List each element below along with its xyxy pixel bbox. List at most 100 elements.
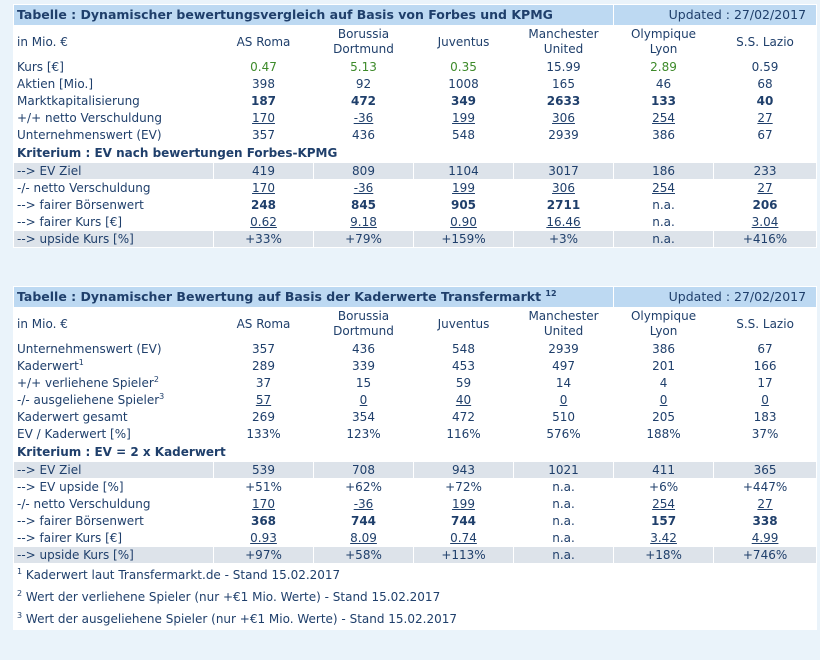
table-row: --> fairer Börsenwert 248 845 905 2711 n… — [13, 196, 818, 214]
value-cell: 2939 — [512, 126, 615, 144]
value-cell: 57 — [213, 391, 314, 409]
value-cell: -36 — [313, 495, 414, 513]
value-cell: 14 — [512, 374, 615, 392]
row-label: --> fairer Börsenwert — [13, 196, 214, 214]
value-cell: 1021 — [512, 461, 615, 479]
footnote: 1 Kaderwert laut Transfermarkt.de - Stan… — [12, 563, 818, 586]
value-cell: 165 — [512, 75, 615, 93]
table-row: Kurs [€] 0.47 5.13 0.35 15.99 2.89 0.59 — [13, 58, 818, 76]
table-row: --> fairer Kurs [€] 0.93 8.09 0.74 n.a. … — [13, 529, 818, 547]
value-cell: 1104 — [413, 162, 514, 180]
value-cell: 0.35 — [413, 58, 514, 76]
value-cell: 0.93 — [213, 529, 314, 547]
footnote-row: 1 Kaderwert laut Transfermarkt.de - Stan… — [12, 563, 818, 586]
table-row: Kaderwert1 289 339 453 497 201 166 — [13, 357, 818, 375]
value-cell: 2633 — [512, 92, 615, 110]
club-header: S.S. Lazio — [713, 25, 818, 59]
club-header: Juventus — [413, 307, 514, 341]
value-cell: n.a. — [512, 478, 615, 496]
row-label: --> upside Kurs [%] — [13, 230, 214, 248]
table-row: -/- netto Verschuldung 170 -36 199 306 2… — [13, 179, 818, 197]
value-cell: 5.13 — [313, 58, 414, 76]
value-cell: 419 — [213, 162, 314, 180]
table-forbes-kpmg: Tabelle : Dynamischer bewertungsvergleic… — [10, 4, 818, 258]
table-row: Unternehmenswert (EV) 357 436 548 2939 3… — [13, 126, 818, 144]
value-cell: 199 — [413, 179, 514, 197]
value-cell: 845 — [313, 196, 414, 214]
table-row: -/- ausgeliehene Spieler3 57 0 40 0 0 0 — [13, 391, 818, 409]
value-cell: 186 — [613, 162, 715, 180]
criterion-label: Kriterium : EV nach bewertungen Forbes-K… — [12, 143, 818, 163]
value-cell: 133% — [213, 425, 314, 443]
value-cell: 67 — [713, 126, 818, 144]
criterion-row: Kriterium : EV = 2 x Kaderwert — [12, 442, 818, 462]
value-cell: 233 — [713, 162, 818, 180]
value-cell: 0 — [713, 391, 818, 409]
value-cell: 8.09 — [313, 529, 414, 547]
value-cell: 2939 — [512, 340, 615, 358]
value-cell: 254 — [613, 495, 715, 513]
value-cell: 497 — [512, 357, 615, 375]
value-cell: +72% — [413, 478, 514, 496]
value-cell: 199 — [413, 109, 514, 127]
value-cell: +6% — [613, 478, 715, 496]
value-cell: +18% — [613, 546, 715, 564]
row-label: --> fairer Kurs [€] — [13, 213, 214, 231]
value-cell: +62% — [313, 478, 414, 496]
valuation-table-2: Tabelle : Dynamischer Bewertung auf Basi… — [12, 286, 818, 630]
value-cell: 254 — [613, 179, 715, 197]
value-cell: 349 — [413, 92, 514, 110]
value-cell: 0 — [613, 391, 715, 409]
value-cell: 386 — [613, 340, 715, 358]
table-row: +/+ netto Verschuldung 170 -36 199 306 2… — [13, 109, 818, 127]
row-label: --> EV Ziel — [13, 162, 214, 180]
value-cell: 289 — [213, 357, 314, 375]
club-header: Olympique Lyon — [613, 25, 715, 59]
table-row: Unternehmenswert (EV) 357 436 548 2939 3… — [13, 340, 818, 358]
value-cell: 354 — [313, 408, 414, 426]
value-cell: 3.42 — [613, 529, 715, 547]
value-cell: +79% — [313, 230, 414, 248]
criterion-label: Kriterium : EV = 2 x Kaderwert — [12, 442, 818, 462]
value-cell: 0.90 — [413, 213, 514, 231]
value-cell: 339 — [313, 357, 414, 375]
value-cell: +447% — [713, 478, 818, 496]
value-cell: 3017 — [512, 162, 615, 180]
value-cell: 472 — [413, 408, 514, 426]
row-label: --> EV Ziel — [13, 461, 214, 479]
value-cell: 170 — [213, 179, 314, 197]
table-row: Kaderwert gesamt 269 354 472 510 205 183 — [13, 408, 818, 426]
club-header: Manchester United — [512, 25, 615, 59]
value-cell: n.a. — [512, 512, 615, 530]
value-cell: 0 — [512, 391, 615, 409]
value-cell: 157 — [613, 512, 715, 530]
value-cell: +58% — [313, 546, 414, 564]
table-row: --> EV upside [%] +51% +62% +72% n.a. +6… — [13, 478, 818, 496]
club-header: Olympique Lyon — [613, 307, 715, 341]
club-header: Manchester United — [512, 307, 615, 341]
value-cell: 453 — [413, 357, 514, 375]
value-cell: 187 — [213, 92, 314, 110]
row-label: Aktien [Mio.] — [13, 75, 214, 93]
value-cell: 357 — [213, 126, 314, 144]
table-title: Tabelle : Dynamischer bewertungsvergleic… — [12, 4, 615, 26]
footnote-row: 2 Wert der verliehene Spieler (nur +€1 M… — [12, 585, 818, 608]
value-cell: 0.47 — [213, 58, 314, 76]
value-cell: 37 — [213, 374, 314, 392]
value-cell: 201 — [613, 357, 715, 375]
value-cell: 510 — [512, 408, 615, 426]
header-row: in Mio. € AS Roma Borussia Dortmund Juve… — [13, 307, 818, 341]
value-cell: 27 — [713, 495, 818, 513]
value-cell: 744 — [313, 512, 414, 530]
table-row: --> fairer Börsenwert 368 744 744 n.a. 1… — [13, 512, 818, 530]
footnote-row: 3 Wert der ausgeliehene Spieler (nur +€1… — [12, 607, 818, 630]
value-cell: 92 — [313, 75, 414, 93]
table-transfermarkt: Tabelle : Dynamischer Bewertung auf Basi… — [10, 286, 818, 654]
header-row: in Mio. € AS Roma Borussia Dortmund Juve… — [13, 25, 818, 59]
value-cell: 708 — [313, 461, 414, 479]
value-cell: 365 — [713, 461, 818, 479]
value-cell: 0 — [313, 391, 414, 409]
table-row: --> fairer Kurs [€] 0.62 9.18 0.90 16.46… — [13, 213, 818, 231]
value-cell: +416% — [713, 230, 818, 248]
table-row: --> upside Kurs [%] +33% +79% +159% +3% … — [13, 230, 818, 248]
